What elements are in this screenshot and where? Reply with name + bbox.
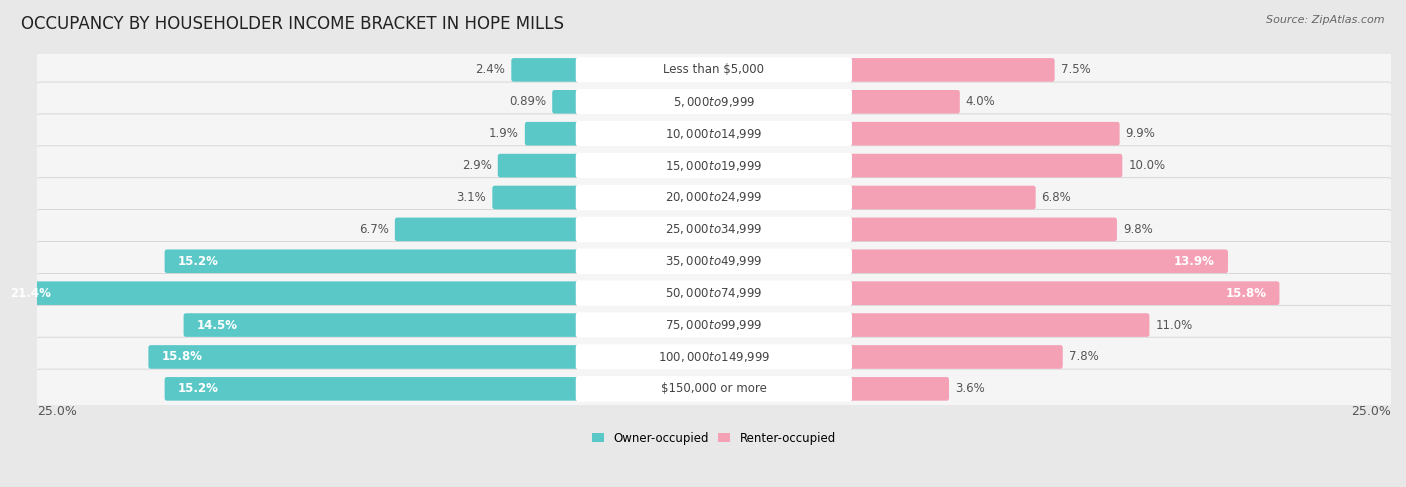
FancyBboxPatch shape	[35, 369, 1392, 409]
Text: 6.8%: 6.8%	[1042, 191, 1071, 204]
Text: 15.8%: 15.8%	[162, 351, 202, 363]
Text: 1.9%: 1.9%	[489, 127, 519, 140]
Text: 2.9%: 2.9%	[463, 159, 492, 172]
FancyBboxPatch shape	[35, 82, 1392, 122]
FancyBboxPatch shape	[165, 377, 581, 401]
Legend: Owner-occupied, Renter-occupied: Owner-occupied, Renter-occupied	[592, 431, 835, 445]
FancyBboxPatch shape	[35, 146, 1392, 186]
FancyBboxPatch shape	[848, 90, 960, 113]
FancyBboxPatch shape	[848, 313, 1150, 337]
Text: 10.0%: 10.0%	[1128, 159, 1166, 172]
FancyBboxPatch shape	[576, 281, 852, 306]
Text: 3.6%: 3.6%	[955, 382, 984, 395]
FancyBboxPatch shape	[165, 249, 581, 273]
FancyBboxPatch shape	[848, 249, 1227, 273]
Text: 3.1%: 3.1%	[457, 191, 486, 204]
Text: 9.8%: 9.8%	[1123, 223, 1153, 236]
Text: $20,000 to $24,999: $20,000 to $24,999	[665, 190, 762, 205]
FancyBboxPatch shape	[848, 377, 949, 401]
FancyBboxPatch shape	[576, 376, 852, 402]
FancyBboxPatch shape	[0, 281, 581, 305]
FancyBboxPatch shape	[512, 58, 581, 82]
FancyBboxPatch shape	[848, 345, 1063, 369]
Text: $50,000 to $74,999: $50,000 to $74,999	[665, 286, 762, 300]
Text: 21.4%: 21.4%	[10, 287, 51, 300]
Text: $150,000 or more: $150,000 or more	[661, 382, 766, 395]
Text: $5,000 to $9,999: $5,000 to $9,999	[672, 95, 755, 109]
Text: $75,000 to $99,999: $75,000 to $99,999	[665, 318, 762, 332]
Text: 15.8%: 15.8%	[1226, 287, 1267, 300]
FancyBboxPatch shape	[492, 186, 581, 209]
Text: $100,000 to $149,999: $100,000 to $149,999	[658, 350, 770, 364]
Text: Source: ZipAtlas.com: Source: ZipAtlas.com	[1267, 15, 1385, 25]
FancyBboxPatch shape	[576, 89, 852, 114]
FancyBboxPatch shape	[498, 154, 581, 177]
Text: 4.0%: 4.0%	[966, 95, 995, 108]
FancyBboxPatch shape	[184, 313, 581, 337]
Text: 9.9%: 9.9%	[1126, 127, 1156, 140]
Text: 11.0%: 11.0%	[1156, 318, 1192, 332]
FancyBboxPatch shape	[35, 273, 1392, 313]
FancyBboxPatch shape	[35, 337, 1392, 377]
FancyBboxPatch shape	[576, 185, 852, 210]
Text: $10,000 to $14,999: $10,000 to $14,999	[665, 127, 762, 141]
Text: 2.4%: 2.4%	[475, 63, 505, 76]
FancyBboxPatch shape	[576, 121, 852, 147]
FancyBboxPatch shape	[35, 114, 1392, 153]
FancyBboxPatch shape	[848, 218, 1116, 241]
Text: $25,000 to $34,999: $25,000 to $34,999	[665, 223, 762, 236]
Text: OCCUPANCY BY HOUSEHOLDER INCOME BRACKET IN HOPE MILLS: OCCUPANCY BY HOUSEHOLDER INCOME BRACKET …	[21, 15, 564, 33]
FancyBboxPatch shape	[149, 345, 581, 369]
Text: 7.8%: 7.8%	[1069, 351, 1098, 363]
Text: 13.9%: 13.9%	[1174, 255, 1215, 268]
Text: 0.89%: 0.89%	[509, 95, 547, 108]
FancyBboxPatch shape	[553, 90, 581, 113]
FancyBboxPatch shape	[848, 186, 1036, 209]
FancyBboxPatch shape	[576, 153, 852, 178]
FancyBboxPatch shape	[576, 344, 852, 370]
FancyBboxPatch shape	[576, 312, 852, 338]
FancyBboxPatch shape	[395, 218, 581, 241]
Text: $35,000 to $49,999: $35,000 to $49,999	[665, 254, 762, 268]
FancyBboxPatch shape	[35, 178, 1392, 217]
Text: Less than $5,000: Less than $5,000	[664, 63, 765, 76]
FancyBboxPatch shape	[576, 217, 852, 242]
Text: 25.0%: 25.0%	[1351, 406, 1391, 418]
FancyBboxPatch shape	[848, 281, 1279, 305]
Text: 15.2%: 15.2%	[177, 382, 218, 395]
FancyBboxPatch shape	[848, 154, 1122, 177]
Text: 6.7%: 6.7%	[359, 223, 389, 236]
FancyBboxPatch shape	[576, 248, 852, 274]
FancyBboxPatch shape	[35, 50, 1392, 90]
FancyBboxPatch shape	[848, 58, 1054, 82]
Text: 7.5%: 7.5%	[1060, 63, 1090, 76]
FancyBboxPatch shape	[35, 305, 1392, 345]
FancyBboxPatch shape	[35, 209, 1392, 249]
Text: $15,000 to $19,999: $15,000 to $19,999	[665, 159, 762, 172]
Text: 14.5%: 14.5%	[197, 318, 238, 332]
FancyBboxPatch shape	[35, 242, 1392, 281]
FancyBboxPatch shape	[524, 122, 581, 146]
FancyBboxPatch shape	[576, 57, 852, 83]
Text: 25.0%: 25.0%	[37, 406, 77, 418]
FancyBboxPatch shape	[848, 122, 1119, 146]
Text: 15.2%: 15.2%	[177, 255, 218, 268]
